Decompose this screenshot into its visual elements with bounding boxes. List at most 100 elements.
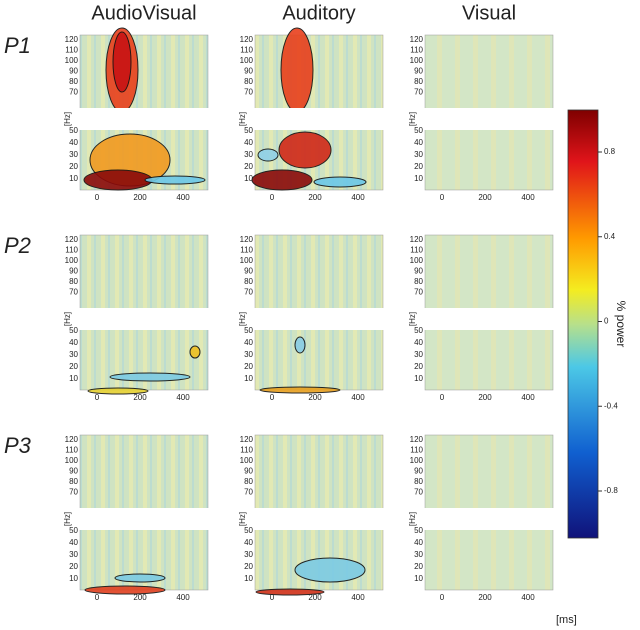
x-tick-label: 0 [440,593,445,602]
colorbar-tick-label: 0 [604,317,609,326]
activation-region [189,345,201,359]
y-tick-label: 120 [65,435,79,444]
activation-region [255,588,325,596]
x-tick-label: 400 [521,593,535,602]
y-tick-label: 20 [69,162,78,171]
y-tick-label: 50 [69,126,78,135]
colorbar-tick-label: 0.8 [604,147,616,156]
y-tick-label: 70 [244,288,253,297]
x-tick-label: 0 [440,193,445,202]
y-tick-label: 80 [414,477,423,486]
y-tick-label: 90 [244,267,253,276]
column-title: Auditory [282,2,355,24]
x-tick-label: 0 [95,393,100,402]
row-label: P2 [4,233,31,258]
activation-region [259,386,341,394]
y-tick-label: 90 [69,267,78,276]
y-tick-label: 50 [69,326,78,335]
y-tick-label: 70 [414,488,423,497]
x-tick-label: 0 [270,393,275,402]
y-axis-label: [Hz] [408,512,417,526]
y-tick-label: 20 [244,362,253,371]
y-tick-label: 30 [69,550,78,559]
x-tick-label: 400 [351,193,365,202]
y-tick-label: 90 [69,67,78,76]
y-tick-label: 100 [410,56,424,65]
y-tick-label: 40 [244,138,253,147]
y-tick-label: 120 [240,235,254,244]
frequency-gap [424,308,554,330]
x-tick-label: 0 [270,193,275,202]
y-axis-label: [Hz] [238,512,247,526]
column-title: Visual [462,2,516,24]
y-tick-label: 30 [414,550,423,559]
y-axis-label: [Hz] [63,312,72,326]
activation-region [294,557,366,583]
y-tick-label: 40 [244,538,253,547]
y-tick-label: 90 [244,67,253,76]
y-tick-label: 10 [69,374,78,383]
x-tick-label: 400 [351,393,365,402]
y-tick-label: 20 [414,162,423,171]
y-tick-label: 50 [69,526,78,535]
y-tick-label: 50 [414,126,423,135]
y-tick-label: 120 [240,435,254,444]
activation-region [144,175,206,185]
y-tick-label: 20 [414,562,423,571]
activation-region [313,176,367,188]
x-tick-label: 200 [308,393,322,402]
x-tick-label: 200 [308,193,322,202]
y-axis-label: [Hz] [63,112,72,126]
frequency-gap [254,108,384,130]
y-tick-label: 70 [414,288,423,297]
y-tick-label: 20 [244,562,253,571]
y-tick-label: 70 [244,88,253,97]
colorbar-label: % power [614,301,628,348]
y-tick-label: 70 [69,488,78,497]
colorbar [567,109,599,539]
y-tick-label: 20 [244,162,253,171]
y-tick-label: 80 [244,77,253,86]
y-tick-label: 100 [410,456,424,465]
y-tick-label: 40 [414,538,423,547]
x-tick-label: 0 [95,193,100,202]
y-tick-label: 40 [69,338,78,347]
y-axis-label: [Hz] [408,312,417,326]
y-tick-label: 10 [414,174,423,183]
y-tick-label: 20 [414,362,423,371]
colorbar-tick-label: 0.4 [604,232,616,241]
activation-region [84,585,166,595]
y-tick-label: 30 [244,550,253,559]
y-axis-label: [Hz] [238,312,247,326]
activation-region [294,336,306,354]
y-tick-label: 30 [69,150,78,159]
x-tick-label: 0 [95,593,100,602]
activation-region [278,131,332,169]
y-tick-label: 10 [414,574,423,583]
y-tick-label: 50 [414,326,423,335]
colorbar-tick-label: -0.4 [604,401,618,410]
x-tick-label: 200 [133,393,147,402]
row-label: P1 [4,33,31,58]
y-tick-label: 10 [414,374,423,383]
y-tick-label: 40 [69,538,78,547]
y-tick-label: 50 [244,326,253,335]
x-tick-label: 200 [133,593,147,602]
x-tick-label: 200 [478,393,492,402]
activation-region [87,387,149,395]
y-tick-label: 90 [414,467,423,476]
y-tick-label: 40 [414,338,423,347]
y-tick-label: 30 [244,150,253,159]
y-tick-label: 100 [240,56,254,65]
y-tick-label: 30 [414,350,423,359]
y-axis-label: [Hz] [63,512,72,526]
frequency-gap [79,308,209,330]
x-tick-label: 200 [308,593,322,602]
y-tick-label: 90 [69,467,78,476]
frequency-gap [79,108,209,130]
y-tick-label: 90 [414,67,423,76]
activation-region [83,169,153,191]
x-tick-label: 200 [478,593,492,602]
y-tick-label: 40 [414,138,423,147]
y-tick-label: 10 [69,174,78,183]
